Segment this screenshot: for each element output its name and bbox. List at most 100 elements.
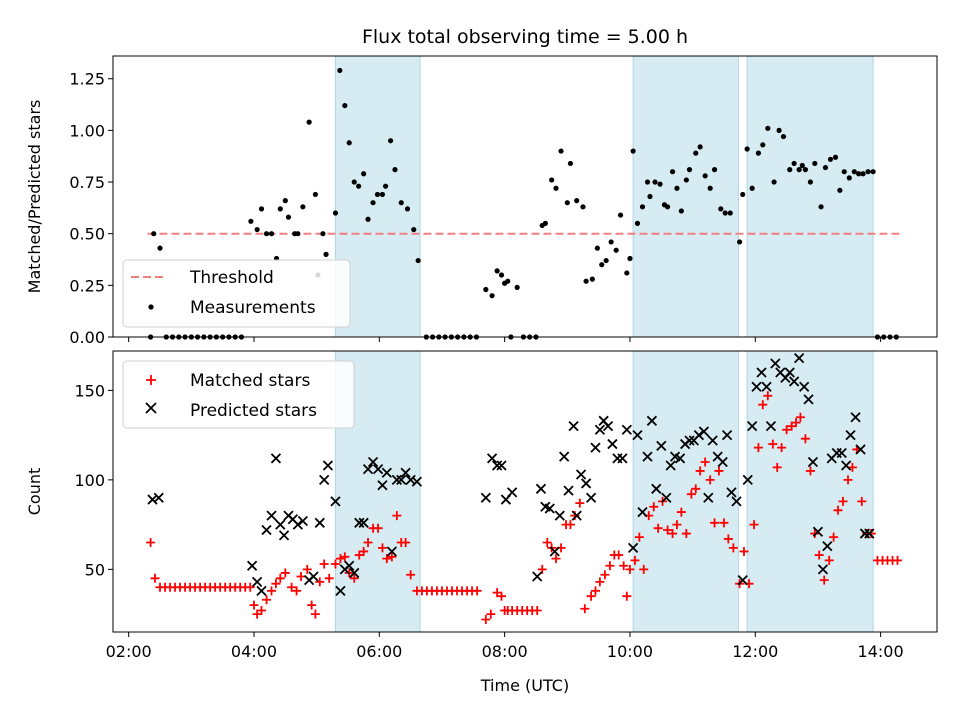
- measurement-point: [760, 142, 766, 148]
- measurement-point: [686, 167, 693, 173]
- matched-star-point: [795, 412, 805, 422]
- predicted-star-point: [674, 453, 686, 464]
- matched-star-point: [373, 523, 383, 533]
- matched-star-point: [150, 573, 160, 583]
- measurement-point: [263, 231, 270, 237]
- matched-star-point: [542, 538, 552, 548]
- predicted-star-point: [563, 485, 574, 496]
- measurement-point: [415, 257, 421, 264]
- matched-star-point: [605, 561, 615, 571]
- x-tick-label: 14:00: [858, 642, 904, 661]
- matched-star-point: [819, 575, 829, 585]
- matched-star-point: [245, 582, 255, 592]
- axes-frame: [112, 55, 938, 338]
- measurement-point: [807, 179, 814, 185]
- matched-star-point: [292, 586, 302, 596]
- matched-star-point: [359, 546, 369, 556]
- count-panel: 50 100 150 02:00 04:00 06:00 08:00 10:00 12:00 14…: [25, 350, 938, 695]
- predicted-star-point: [486, 453, 498, 464]
- predicted-star-point: [411, 476, 423, 487]
- predicted-star-point: [661, 492, 672, 503]
- predicted-star-point: [535, 483, 547, 494]
- measurement-point: [254, 226, 260, 233]
- predicted-star-point: [554, 510, 565, 521]
- measurement-point: [351, 179, 357, 185]
- matched-star-point: [630, 555, 640, 565]
- measurement-point: [860, 171, 866, 177]
- measurement-point: [744, 146, 750, 152]
- predicted-star-point: [656, 440, 667, 451]
- matched-star-point: [497, 591, 507, 601]
- predicted-star-point: [751, 381, 762, 392]
- measurement-point: [624, 270, 630, 276]
- matched-star-point: [893, 555, 903, 565]
- ratio-panel: 0.00 0.25 0.50 0.75 1.00 1.25 Flux total obser…: [25, 26, 938, 347]
- measurement-point: [822, 164, 829, 171]
- predicted-star-point: [322, 460, 334, 471]
- matched-star-point: [710, 518, 720, 528]
- matched-star-point: [330, 559, 340, 569]
- measurement-point: [674, 185, 680, 191]
- predicted-star-point: [147, 494, 158, 505]
- predicted-star-point: [612, 453, 623, 464]
- matched-star-point: [600, 570, 610, 580]
- matched-star-point: [634, 532, 644, 542]
- measurement-point: [634, 220, 641, 226]
- matched-star-point: [271, 579, 281, 589]
- measurement-point: [332, 210, 339, 216]
- matched-star-point: [590, 586, 600, 596]
- measurement-point: [832, 154, 839, 160]
- measurement-point: [802, 167, 809, 173]
- predicted-star-point: [794, 353, 805, 364]
- measurement-point: [498, 272, 505, 278]
- y-axis-label: Count: [25, 468, 44, 516]
- predicted-star-point: [246, 560, 258, 571]
- matched-star-point: [843, 475, 853, 485]
- predicted-star-point: [496, 460, 507, 471]
- measurement-point: [727, 210, 733, 216]
- measurement-point: [702, 173, 708, 179]
- matched-star-point: [565, 520, 575, 530]
- measurement-point: [718, 206, 724, 212]
- matched-star-point: [275, 573, 285, 583]
- matched-star-point: [829, 532, 839, 542]
- measurement-point: [787, 167, 793, 173]
- matched-star-point: [723, 534, 733, 544]
- matched-star-point: [772, 462, 782, 472]
- predicted-star-point: [372, 463, 384, 475]
- measurement-point: [856, 171, 862, 177]
- measurement-point: [514, 284, 520, 291]
- matched-star-point: [287, 582, 297, 592]
- measurement-point: [812, 160, 818, 167]
- predicted-star-point: [698, 426, 710, 437]
- measurement-point: [755, 150, 762, 156]
- matched-star-point: [580, 604, 590, 614]
- predicted-star-point: [637, 506, 648, 518]
- measurement-point: [558, 148, 564, 154]
- y-axis-label: Matched/Predicted stars: [25, 100, 44, 294]
- predicted-star-point: [799, 381, 810, 392]
- matched-star-point: [676, 507, 686, 517]
- predicted-star-point: [765, 421, 777, 432]
- predicted-star-point: [585, 492, 597, 503]
- measurement-point: [870, 169, 876, 175]
- matched-star-point: [537, 564, 547, 574]
- predicted-star-point: [721, 429, 733, 441]
- measurement-point: [652, 179, 658, 185]
- predicted-star-point: [726, 487, 737, 498]
- measurement-point: [300, 204, 306, 210]
- measurement-point: [644, 179, 651, 185]
- predicted-star-point: [590, 442, 601, 453]
- measurement-point: [361, 171, 367, 177]
- predicted-star-point: [803, 394, 814, 405]
- measurement-point: [865, 169, 871, 175]
- measurement-point: [827, 156, 834, 162]
- predicted-star-point: [642, 451, 653, 462]
- predicted-star-point: [817, 564, 829, 575]
- predicted-star-point: [362, 463, 374, 475]
- measurement-point: [711, 167, 718, 173]
- measurement-point: [268, 231, 275, 237]
- measurement-point: [776, 127, 782, 133]
- measurement-point: [818, 204, 824, 210]
